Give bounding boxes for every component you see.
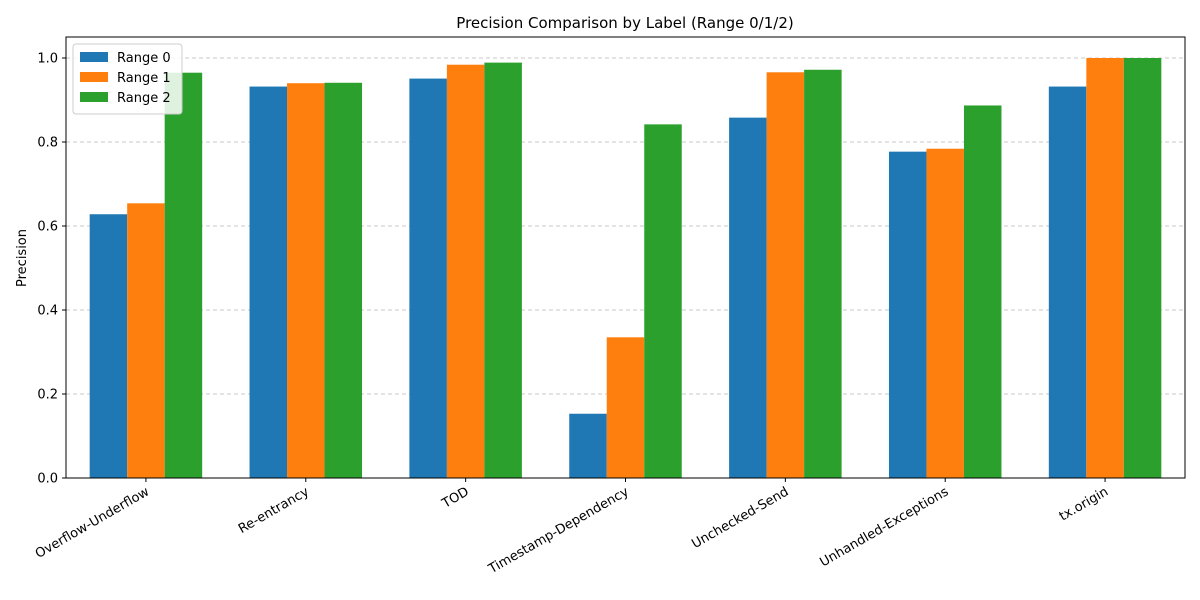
y-tick-label: 0.2: [37, 388, 58, 403]
bar-range-0: [409, 78, 447, 478]
y-tick-label: 1.0: [37, 52, 58, 67]
x-tick-label: Timestamp-Dependency: [485, 484, 631, 577]
axes: [62, 36, 1186, 482]
bar-range-2: [1123, 58, 1162, 478]
x-tick-label: Unchecked-Send: [689, 484, 791, 552]
bar-range-1: [127, 203, 165, 478]
legend-label: Range 1: [117, 71, 171, 86]
bar-range-2: [644, 124, 682, 479]
y-tick-label: 0.4: [37, 304, 58, 319]
legend-label: Range 0: [117, 51, 171, 66]
bar-range-2: [324, 82, 363, 478]
x-tick-label: TOD: [439, 484, 472, 512]
legend: Range 0 Range 1 Range 2: [72, 43, 183, 115]
bar-range-1: [766, 72, 805, 478]
bar-range-0: [569, 413, 607, 478]
legend-swatch: [80, 72, 108, 82]
legend-swatch: [80, 92, 108, 102]
y-axis-label: Precision: [15, 229, 30, 287]
bar-range-1: [287, 83, 325, 478]
x-tick-label: Overflow-Underflow: [33, 484, 152, 562]
y-tick-label: 0.0: [37, 472, 58, 487]
y-tick-label: 0.8: [37, 136, 58, 151]
bar-range-2: [164, 72, 203, 478]
x-tick-label: tx.origin: [1057, 484, 1111, 524]
x-tick-label: Re-entrancy: [236, 484, 312, 537]
bar-range-1: [446, 64, 485, 478]
bar-range-0: [888, 151, 927, 478]
bar-range-0: [249, 86, 288, 478]
x-tick-label: Unhandled-Exceptions: [817, 484, 951, 570]
bar-range-0: [89, 214, 128, 479]
bar-range-2: [804, 69, 842, 478]
bar-range-2: [963, 105, 1002, 479]
bar-range-1: [926, 148, 964, 478]
bar-range-1: [606, 337, 645, 478]
bar-range-0: [1048, 86, 1087, 478]
y-tick-label: 0.6: [37, 220, 58, 235]
bar-range-1: [1086, 58, 1124, 478]
bar-range-2: [484, 62, 522, 479]
plot-frame: [65, 36, 1186, 479]
bar-range-0: [729, 117, 767, 478]
chart-title: Precision Comparison by Label (Range 0/1…: [456, 14, 793, 32]
bars: [89, 58, 1162, 479]
legend-label: Range 2: [117, 91, 171, 106]
legend-swatch: [80, 52, 108, 62]
